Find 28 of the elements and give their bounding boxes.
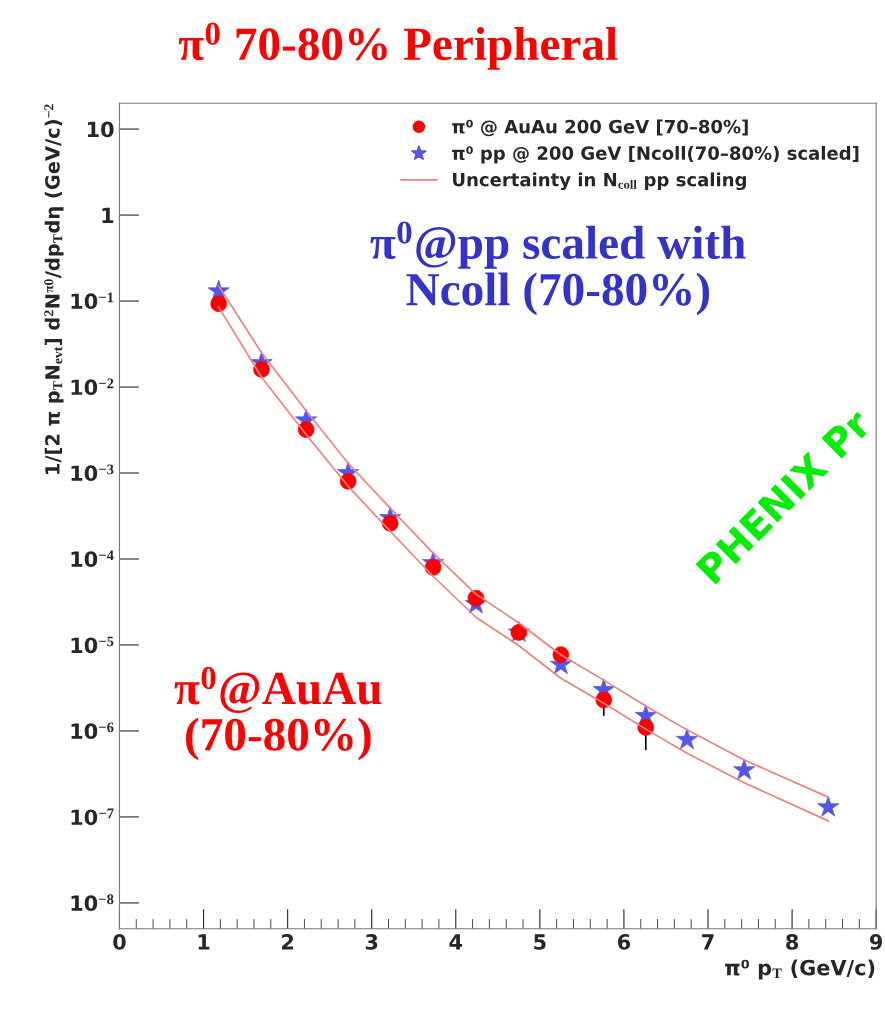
x-tick-label: 0 [113, 934, 126, 950]
y-tick-label: 10$^{−6}$ [71, 722, 114, 740]
x-tick-label: 3 [365, 934, 378, 950]
x-tick-label: 4 [449, 934, 463, 950]
x-tick-label: 5 [534, 934, 546, 950]
y-tick-label: 10$^{−2}$ [71, 378, 114, 396]
x-tick-label: 7 [702, 934, 714, 950]
y-tick-label: 10 [87, 121, 114, 138]
x-tick-label: 9 [869, 934, 883, 950]
chart-title: π$^{0}$ 70-80% Peripheral [178, 22, 618, 70]
y-tick-label: 10$^{−7}$ [71, 808, 114, 826]
x-tick-label: 6 [617, 934, 631, 950]
legend-label: π⁰ @ AuAu 200 GeV [70–80%] [452, 119, 748, 137]
x-tick-label: 2 [282, 934, 294, 950]
annotation: π$^{0}$@AuAu (70-80%) [174, 666, 382, 761]
y-tick-label: 10$^{−4}$ [71, 550, 114, 568]
text: 1/[2 π p$_{T}$N$_{evt}$] d$^{2}$N$^{π0}$/dp$_{T}$dη (GeV/c)$^{−2}$ [44, 104, 64, 474]
y-tick-label: 10$^{−1}$ [71, 292, 114, 310]
y-tick-label: 10$^{−8}$ [71, 894, 114, 912]
x-tick-label: 8 [786, 934, 799, 950]
annotation: π$^{0}$@pp scaled with Ncoll (70-80%) [370, 221, 746, 316]
x-axis-title: π⁰ p$_{T}$ (GeV/c) [725, 959, 875, 980]
y-tick-label: 10$^{−3}$ [71, 464, 114, 482]
y-tick-label: 10$^{−5}$ [71, 636, 114, 654]
legend-label: π⁰ pp @ 200 GeV [Ncoll(70–80%) scaled] [452, 145, 859, 164]
x-tick-label: 1 [198, 934, 210, 950]
legend-label: Uncertainty in N$_{coll}$ pp scaling [453, 172, 746, 191]
y-tick-label: 1 [102, 207, 114, 223]
